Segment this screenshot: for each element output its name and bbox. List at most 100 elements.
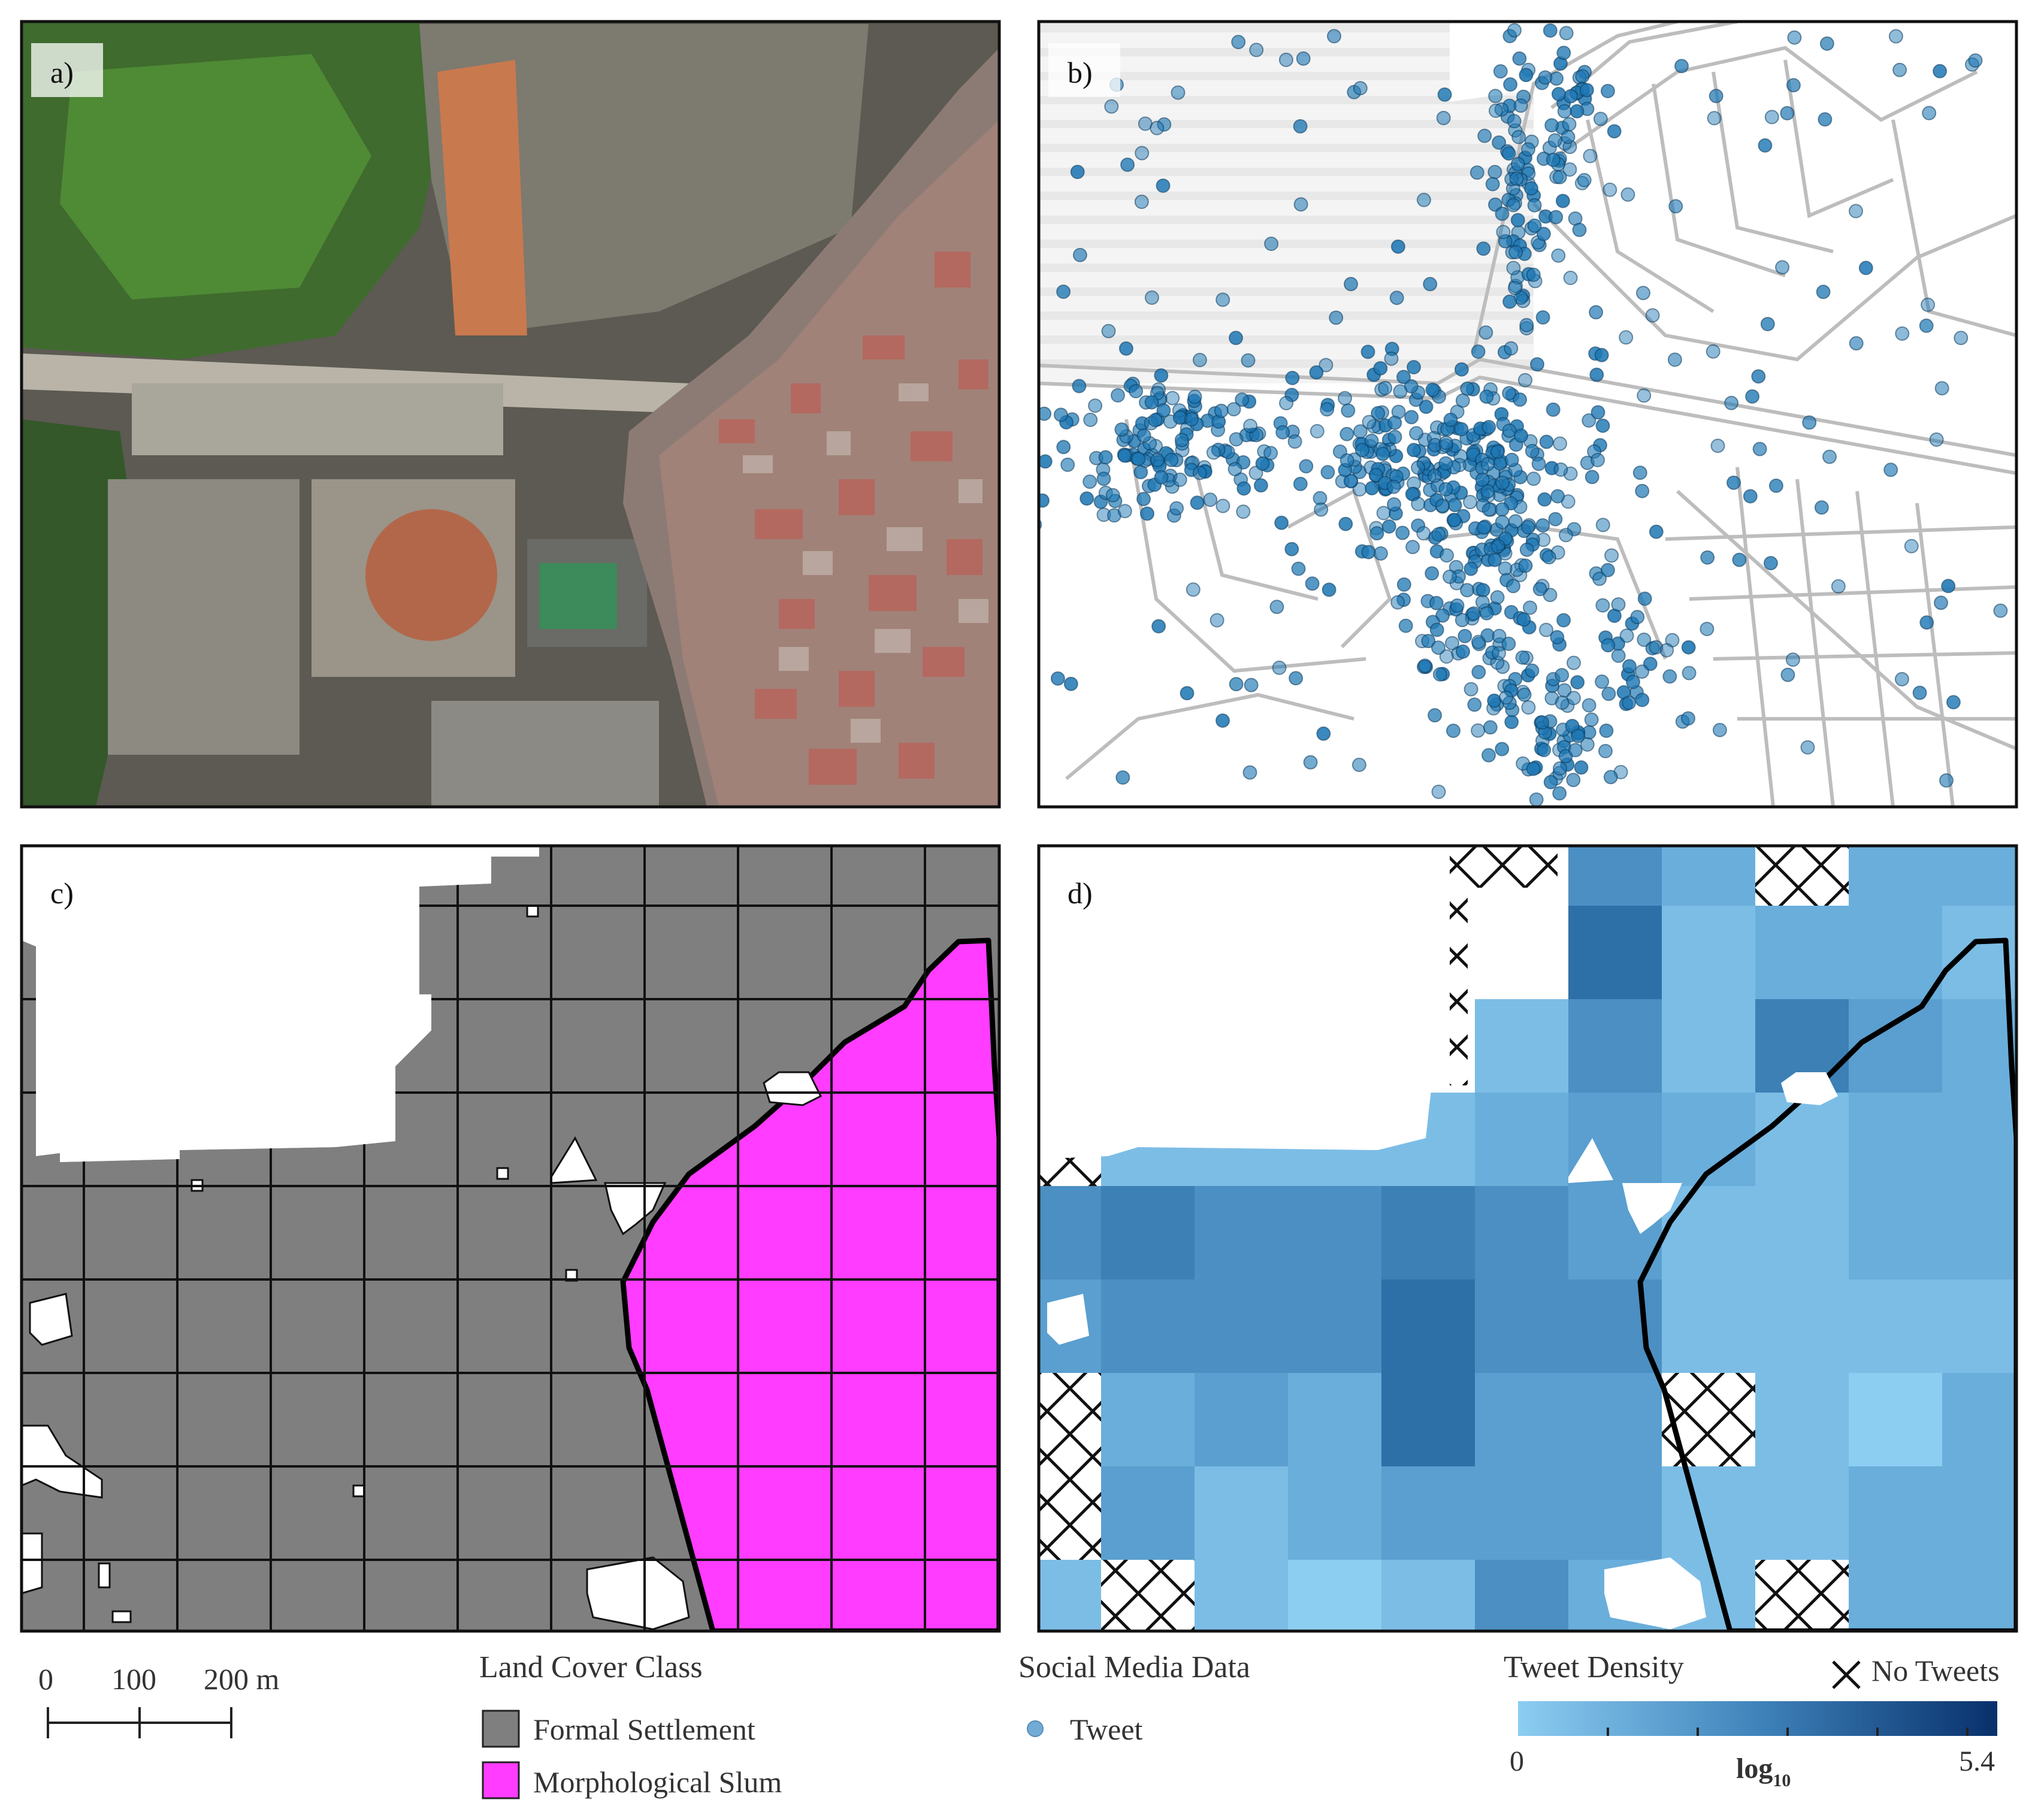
tweet-point (1169, 501, 1184, 516)
panel-b-tweet-map (1005, 22, 2016, 840)
tweet-point (1517, 687, 1532, 702)
tweet-point (1279, 396, 1294, 410)
tweet-point (1775, 260, 1790, 275)
morphological-slum-swatch (482, 1761, 520, 1799)
tweet-point (1529, 827, 1542, 840)
tweet-point (1506, 579, 1520, 594)
tweet-point (1083, 474, 1097, 489)
tweet-point (1818, 112, 1833, 127)
tweet-point (1083, 412, 1098, 427)
panel-c-frame (20, 844, 1001, 1633)
tweet-point (1510, 156, 1525, 171)
tweet-point (1946, 695, 1961, 710)
density-cell (1568, 1373, 1662, 1466)
scale-tick-0: 0 (38, 1662, 53, 1696)
tweet-point (1435, 498, 1450, 513)
tweet-point (1115, 770, 1130, 785)
density-cell (1849, 1373, 1942, 1466)
tweet-point (1530, 357, 1544, 372)
tweet-point (1455, 393, 1470, 408)
tweet-point (1538, 70, 1553, 85)
tweet-point (1550, 489, 1565, 504)
tweet-point (1507, 23, 1522, 38)
tweet-point (1039, 493, 1050, 508)
tweet-point (1527, 218, 1542, 233)
tweet-point (1353, 424, 1368, 439)
density-holes (1047, 1072, 1838, 1629)
tweet-point (1120, 158, 1135, 172)
tweet-point (1849, 336, 1864, 351)
tweet-point (1571, 728, 1586, 743)
tweet-point (1492, 135, 1507, 150)
tweet-point (1322, 582, 1337, 597)
tweet-point (1527, 198, 1542, 213)
scale-bar: 0 100 200 m (38, 1662, 280, 1738)
tweet-point (1516, 612, 1531, 627)
tweet-point (1284, 388, 1299, 403)
tweet-point (1745, 389, 1760, 404)
density-cell (1849, 1279, 1942, 1373)
tweet-point (1559, 528, 1573, 543)
tweet-point (1520, 520, 1535, 534)
tweet-point (1508, 514, 1523, 529)
tweet-point (1503, 77, 1518, 92)
tweet-points (1005, 23, 2008, 840)
tweet-point (1411, 518, 1426, 533)
tweet-point (1557, 104, 1572, 119)
tweet-point (1709, 89, 1724, 104)
tweet-point (1785, 652, 1800, 667)
tweet-point (1513, 98, 1528, 113)
tweet-point (1710, 438, 1725, 453)
tweet-point (1327, 29, 1341, 44)
density-cell (1288, 1186, 1381, 1279)
tweet-point (1591, 453, 1605, 467)
tweet-point (1492, 646, 1506, 661)
tweet-point (1524, 181, 1538, 196)
tweet-point (1517, 373, 1532, 388)
tweet-point (1236, 504, 1251, 519)
tweet-point (1904, 539, 1919, 553)
tweet-point (1088, 398, 1103, 413)
density-cell (1849, 999, 1942, 1093)
tweet-point (1407, 360, 1421, 374)
tweet-point (1912, 685, 1927, 700)
tweet-point (1060, 457, 1075, 472)
tweet-point (1440, 548, 1454, 563)
tweet-point (1487, 552, 1502, 567)
tweet-point (1376, 506, 1391, 521)
tweet-point (1566, 773, 1581, 788)
tweet-point (1649, 640, 1664, 655)
tweet-point (1630, 610, 1645, 625)
density-cell (1568, 846, 1662, 906)
tweet-point (1432, 667, 1447, 682)
tweet-point (1515, 650, 1530, 665)
tweet-point (1481, 502, 1496, 517)
tweet-point (1637, 388, 1652, 403)
density-cell (1381, 1279, 1475, 1373)
tweet-point (1589, 305, 1604, 320)
tweet-point (1526, 761, 1541, 776)
density-cell (1755, 1093, 1849, 1186)
panel-a-label-box (31, 43, 103, 97)
tweet-point (1373, 361, 1388, 376)
tweet-point (1450, 598, 1465, 613)
tweet-point (1454, 362, 1469, 377)
tweet-point (1667, 352, 1682, 367)
tweet-point (1005, 434, 1018, 447)
density-cell (1475, 906, 1568, 999)
tweet-point (1508, 244, 1523, 259)
tweet-point (1129, 384, 1144, 398)
tweet-point (1547, 133, 1562, 148)
tweet-point (1293, 119, 1308, 134)
tweet-point (1215, 713, 1230, 728)
tweet-point (1396, 370, 1411, 385)
tweet-point (1364, 433, 1379, 448)
tweet-point (1203, 492, 1218, 507)
tweet-point (1495, 206, 1510, 221)
tweet-point (1501, 636, 1516, 651)
tweet-point (1404, 410, 1419, 425)
tweet-point (1050, 671, 1065, 686)
tweet-point (1320, 402, 1335, 417)
scale-tick-100: 100 (111, 1662, 156, 1696)
density-cell (1381, 1466, 1475, 1560)
